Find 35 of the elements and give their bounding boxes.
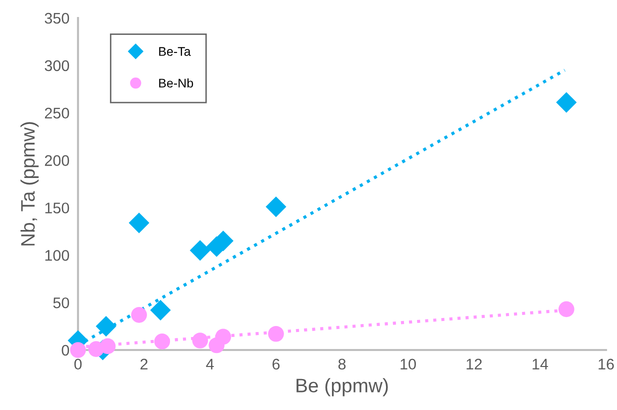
x-tick-label: 14 bbox=[532, 358, 548, 370]
x-tick-label: 0 bbox=[74, 358, 82, 370]
x-tick-label: 12 bbox=[466, 358, 482, 370]
x-tick-label: 16 bbox=[598, 358, 614, 370]
y-tick-label: 150 bbox=[45, 202, 70, 214]
point bbox=[96, 316, 116, 337]
point bbox=[100, 338, 116, 354]
point bbox=[556, 92, 577, 113]
y-tick-label: 0 bbox=[62, 344, 70, 356]
point bbox=[150, 300, 171, 320]
x-tick-label: 2 bbox=[140, 358, 148, 370]
y-tick-label: 350 bbox=[44, 12, 70, 24]
point bbox=[128, 212, 150, 234]
x-tick-label: 6 bbox=[272, 358, 280, 370]
y-tick-label: 50 bbox=[53, 297, 70, 308]
point bbox=[558, 301, 574, 318]
point bbox=[268, 326, 284, 342]
point bbox=[266, 196, 286, 218]
y-tick-label: 300 bbox=[44, 60, 70, 72]
y-axis-title: Nb, Ta (ppmw) bbox=[20, 122, 39, 246]
x-tick-label: 8 bbox=[338, 358, 346, 370]
point bbox=[154, 334, 170, 350]
x-tick-label: 4 bbox=[206, 358, 214, 370]
legend-label: Be-Nb bbox=[159, 78, 194, 88]
x-axis-title: Be (ppmw) bbox=[296, 378, 388, 396]
legend-label: Be-Ta bbox=[159, 47, 191, 56]
point bbox=[192, 332, 208, 348]
point bbox=[131, 306, 147, 323]
point bbox=[70, 342, 86, 358]
point bbox=[190, 240, 210, 261]
x-tick-label: 10 bbox=[400, 358, 416, 370]
y-tick-label: 200 bbox=[44, 155, 70, 166]
point bbox=[215, 328, 232, 345]
y-tick-label: 250 bbox=[44, 108, 70, 119]
y-tick-label: 100 bbox=[45, 250, 70, 261]
